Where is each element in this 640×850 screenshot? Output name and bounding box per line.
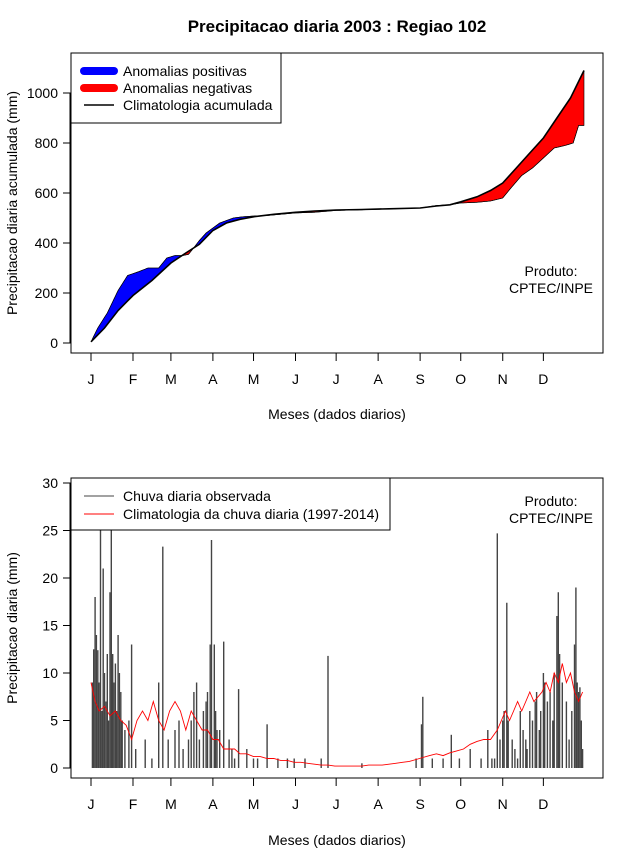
top-x-tick-label: D: [538, 371, 548, 387]
bottom-x-tick-label: N: [498, 796, 508, 812]
bottom-y-tick-label: 30: [42, 475, 58, 491]
daily-climatology-line: [90, 663, 584, 767]
legend-climatology-label: Climatologia acumulada: [123, 97, 273, 113]
bottom-x-tick-label: F: [129, 796, 138, 812]
legend-negative-label: Anomalias negativas: [123, 80, 252, 96]
top-y-tick-label: 800: [35, 135, 59, 151]
bottom-x-tick-label: J: [333, 796, 340, 812]
top-x-tick-label: M: [165, 371, 177, 387]
top-x-tick-label: F: [129, 371, 138, 387]
top-x-axis-label: Meses (dados diarios): [268, 406, 406, 422]
bottom-x-tick-label: D: [538, 796, 548, 812]
bottom-x-tick-label: S: [415, 796, 424, 812]
bottom-y-tick-label: 5: [50, 713, 58, 729]
top-y-tick-label: 200: [35, 285, 59, 301]
top-y-tick-label: 400: [35, 235, 59, 251]
top-x-tick-label: J: [88, 371, 95, 387]
top-annotation-line1: Produto:: [525, 263, 578, 279]
bottom-x-tick-label: O: [455, 796, 466, 812]
positive-anomaly-area-0: [92, 255, 182, 342]
top-y-tick-label: 0: [50, 335, 58, 351]
bottom-y-axis-label: Precipitacao diaria (mm): [4, 552, 20, 704]
top-y-tick-label: 600: [35, 185, 59, 201]
bottom-y-tick-label: 20: [42, 570, 58, 586]
bottom-annotation-line1: Produto:: [525, 493, 578, 509]
legend-climatology-daily-label: Climatologia da chuva diaria (1997-2014): [123, 506, 379, 522]
top-x-tick-label: S: [415, 371, 424, 387]
top-x-tick-label: J: [333, 371, 340, 387]
top-x-tick-label: A: [373, 371, 383, 387]
bottom-x-tick-label: J: [292, 796, 299, 812]
bottom-x-tick-label: A: [373, 796, 383, 812]
top-x-tick-label: O: [455, 371, 466, 387]
bottom-y-tick-label: 25: [42, 523, 58, 539]
top-x-tick-label: A: [208, 371, 218, 387]
top-x-tick-label: M: [248, 371, 260, 387]
bottom-x-axis-label: Meses (dados diarios): [268, 832, 406, 848]
observed-cumulative-line: [90, 125, 584, 342]
daily-panel: 0 5 10 15 20 25 30 J F M A M J J A S O N D Meses (dados di…: [4, 475, 604, 848]
bottom-y-tick-label: 15: [42, 618, 58, 634]
top-y-axis-label: Precipitacao diaria acumulada (mm): [4, 91, 20, 315]
bottom-y-tick-label: 0: [50, 760, 58, 776]
bottom-x-tick-label: A: [208, 796, 218, 812]
bottom-annotation-line2: CPTEC/INPE: [509, 510, 593, 526]
bottom-x-tick-label: M: [248, 796, 260, 812]
bottom-x-tick-label: M: [165, 796, 177, 812]
bottom-y-tick-label: 10: [42, 665, 58, 681]
bottom-legend: Chuva diaria observada Climatologia da c…: [70, 477, 391, 531]
top-annotation-line2: CPTEC/INPE: [509, 280, 593, 296]
top-y-tick-label: 1000: [27, 85, 58, 101]
bottom-x-tick-label: J: [88, 796, 95, 812]
figure-title: Precipitacao diaria 2003 : Regiao 102: [188, 17, 487, 36]
top-x-tick-label: J: [292, 371, 299, 387]
legend-positive-label: Anomalias positivas: [123, 63, 247, 79]
negative-anomaly-area-5: [451, 70, 585, 205]
top-legend: Anomalias positivas Anomalias negativas …: [70, 52, 282, 124]
climatology-cumulative-line: [90, 70, 585, 343]
bottom-legend-box: [70, 477, 391, 531]
positive-anomaly-area-2: [193, 215, 262, 249]
accumulated-panel: 0 200 400 600 800 1000 J F M A M J J A S O N D Meses (dad…: [4, 52, 604, 422]
top-x-tick-label: N: [498, 371, 508, 387]
legend-observed-label: Chuva diaria observada: [123, 488, 271, 504]
